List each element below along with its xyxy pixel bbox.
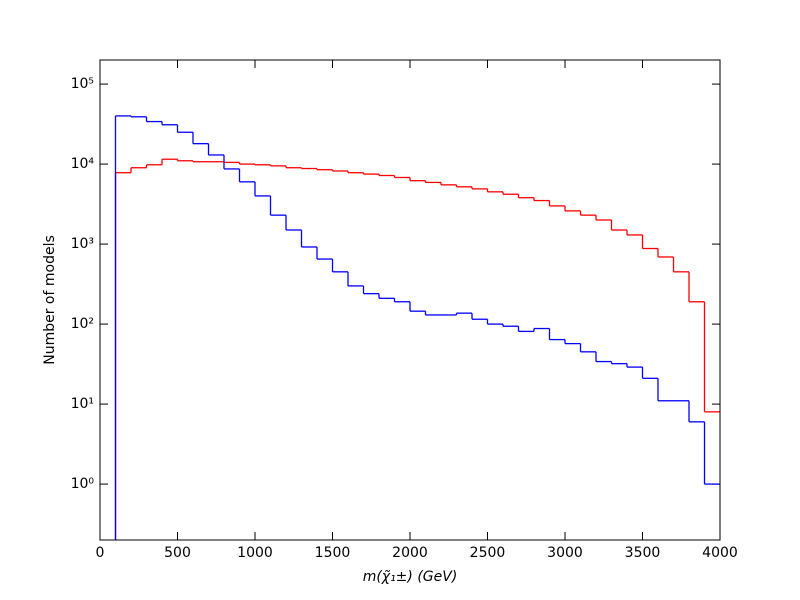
x-tick-label: 1500 [315,545,351,561]
y-axis-label: Number of models [42,235,58,365]
y-tick-label: 10² [71,316,94,332]
x-tick-label: 1000 [237,545,273,561]
x-tick-label: 500 [164,545,191,561]
plot-frame [99,59,721,541]
y-tick-label: 10¹ [71,396,94,412]
x-tick-label: 2500 [470,545,506,561]
y-tick-label: 10⁵ [71,76,94,92]
x-tick-label: 0 [96,545,105,561]
y-tick-label: 10⁴ [71,156,95,172]
x-axis-label: m(χ̃₁±) (GeV) [363,569,458,585]
x-tick-label: 3500 [625,545,661,561]
y-tick-label: 10⁰ [71,476,95,492]
x-tick-label: 2000 [392,545,428,561]
x-tick-label: 3000 [547,545,583,561]
x-tick-label: 4000 [702,545,738,561]
y-tick-label: 10³ [71,236,94,252]
